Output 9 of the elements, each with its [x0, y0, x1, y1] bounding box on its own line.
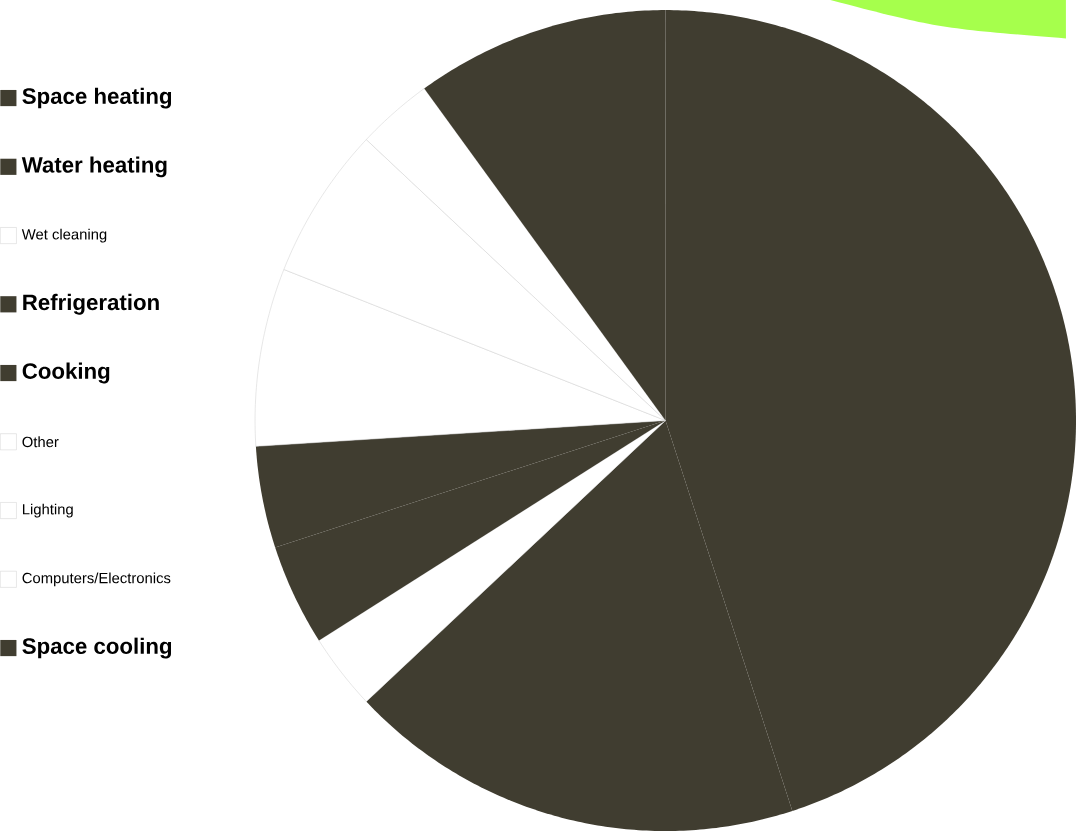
legend-label: Other — [22, 436, 59, 448]
legend-label: Water heating — [21, 156, 167, 178]
legend-label: Cooking — [22, 362, 110, 384]
legend-label: Wet cleaning — [21, 228, 107, 243]
legend-label: Space cooling — [22, 637, 172, 659]
legend-label: Computers/Electronics — [22, 572, 171, 587]
legend-label: Lighting — [22, 503, 73, 518]
legend-label: Space heating — [22, 87, 172, 109]
legend-label: Refrigeration — [23, 293, 159, 315]
